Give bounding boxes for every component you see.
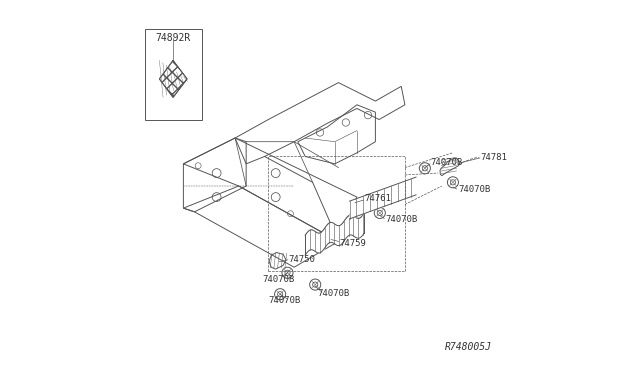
- FancyBboxPatch shape: [145, 29, 202, 119]
- Polygon shape: [159, 61, 187, 97]
- Text: 74759: 74759: [339, 239, 366, 248]
- Text: 74070B: 74070B: [317, 289, 349, 298]
- Text: R748005J: R748005J: [445, 341, 492, 352]
- Text: 74761: 74761: [364, 195, 391, 203]
- Text: 74070B: 74070B: [263, 275, 295, 283]
- Text: 74070B: 74070B: [385, 215, 417, 224]
- Text: 74892R: 74892R: [156, 33, 191, 43]
- Text: 74781: 74781: [481, 153, 508, 162]
- Text: 74070B: 74070B: [458, 185, 491, 194]
- Text: 74750: 74750: [289, 255, 316, 264]
- Text: 74070B: 74070B: [431, 158, 463, 167]
- Text: 74070B: 74070B: [268, 296, 301, 305]
